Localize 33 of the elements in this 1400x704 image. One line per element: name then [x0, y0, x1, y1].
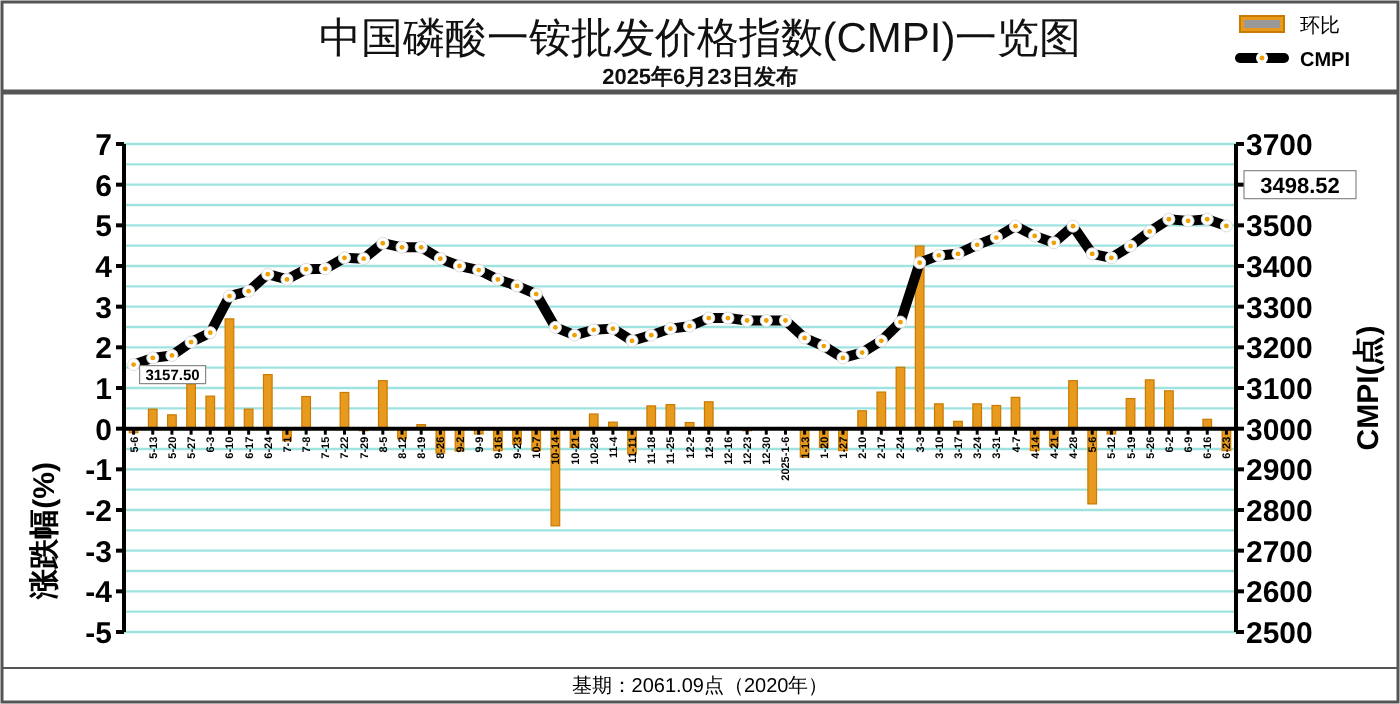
chart-title: 中国磷酸一铵批发价格指数(CMPI)一览图: [318, 16, 1082, 62]
y2-tick-label: 3100: [1246, 373, 1313, 407]
legend-label: CMPI: [1300, 50, 1351, 72]
y-tick-label: -2: [85, 495, 112, 529]
y-tick-label: 6: [95, 169, 112, 204]
y-tick-label: -5: [85, 617, 112, 651]
y2-axis-title: CMPI(点): [1352, 325, 1386, 451]
y2-tick-label: 2900: [1246, 454, 1313, 489]
y2-tick-label: 3400: [1246, 251, 1313, 285]
y-tick-label: -4: [85, 576, 114, 611]
y-tick-label: 2: [95, 332, 112, 367]
y-tick-label: 5: [95, 210, 112, 245]
y2-tick-label: 3700: [1246, 129, 1313, 163]
y-tick-label: 0: [95, 413, 112, 448]
y2-tick-label: 2800: [1246, 495, 1313, 529]
y2-tick-label: 2500: [1246, 617, 1313, 651]
y2-tick-label: 2600: [1246, 576, 1313, 611]
y2-tick-label: 2700: [1246, 535, 1313, 570]
chart-subtitle: 2025年6月23日发布: [602, 64, 798, 90]
y-axis-title: 涨跌幅(%): [28, 462, 62, 601]
y-tick-label: 1: [95, 373, 112, 407]
y2-tick-label: 3200: [1246, 332, 1313, 367]
y-tick-label: -3: [85, 535, 112, 570]
y2-tick-label: 3500: [1246, 210, 1313, 245]
y2-tick-label: 3000: [1246, 413, 1313, 448]
data-label: 3498.52: [1260, 174, 1340, 199]
y-tick-label: 4: [95, 251, 114, 285]
y-tick-label: 7: [95, 129, 112, 163]
y2-tick-label: 3300: [1246, 291, 1313, 326]
text: 基期：2061.09点（2020年）: [571, 674, 829, 698]
legend-label: 环比: [1300, 14, 1340, 38]
y-tick-label: 3: [95, 291, 112, 326]
y-tick-label: -1: [85, 454, 112, 489]
